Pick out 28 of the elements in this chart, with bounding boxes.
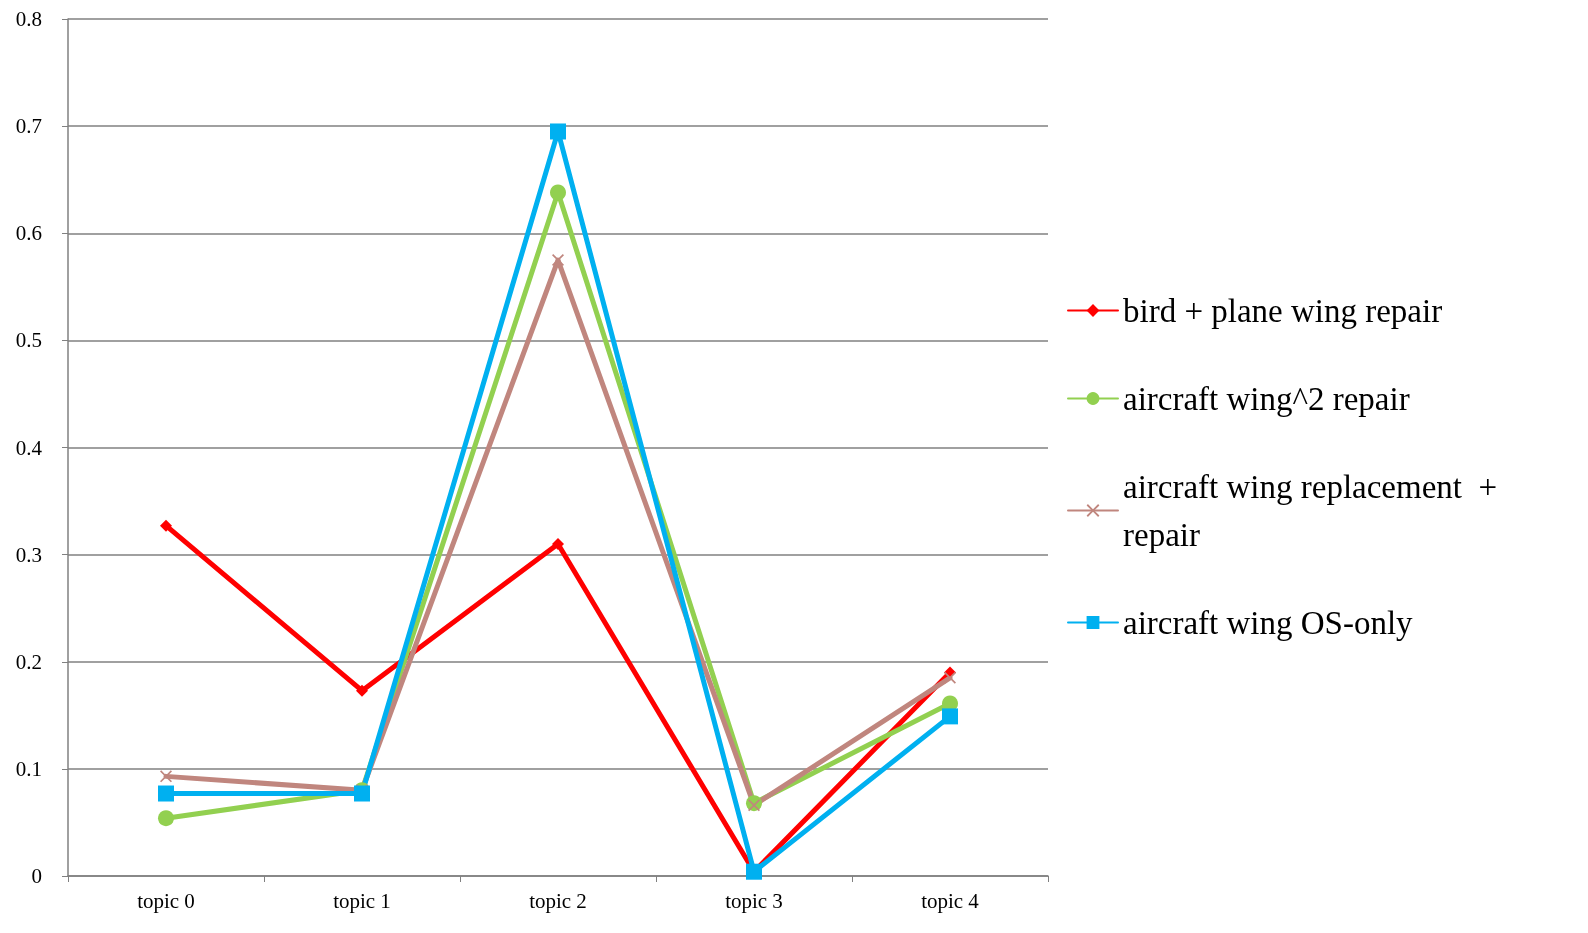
x-tick-label: topic 4 xyxy=(921,888,980,913)
legend-label: aircraft wing^2 repair xyxy=(1123,380,1410,417)
point xyxy=(356,684,368,697)
x-tick-label: topic 0 xyxy=(137,888,195,913)
point xyxy=(944,671,956,684)
x-tick-label: topic 3 xyxy=(725,888,783,913)
y-tick-label: 0.8 xyxy=(15,7,42,31)
legend-label: aircraft wing OS-only xyxy=(1123,604,1414,641)
legend-label: bird + plane wing repair xyxy=(1123,292,1443,329)
y-tick-label: 0.6 xyxy=(15,221,42,246)
y-tick-label: 0.1 xyxy=(15,756,42,781)
legend-label: aircraft wing replacement + repair xyxy=(1123,468,1506,553)
point xyxy=(160,519,172,532)
y-tick-label: 0.2 xyxy=(15,649,42,674)
point xyxy=(552,254,564,267)
y-tick-label: 0.5 xyxy=(15,328,42,353)
x-tick-label: topic 2 xyxy=(529,888,587,913)
point xyxy=(552,537,564,550)
point xyxy=(550,184,566,201)
y-tick-label: 0.4 xyxy=(15,435,43,460)
point xyxy=(158,785,174,802)
y-tick-label: 0 xyxy=(31,864,42,888)
point xyxy=(942,708,958,725)
point xyxy=(158,810,174,827)
y-tick-label: 0.7 xyxy=(15,114,42,139)
x-tick-label: topic 1 xyxy=(333,888,391,913)
y-tick-label: 0.3 xyxy=(15,542,42,567)
point xyxy=(550,123,566,140)
